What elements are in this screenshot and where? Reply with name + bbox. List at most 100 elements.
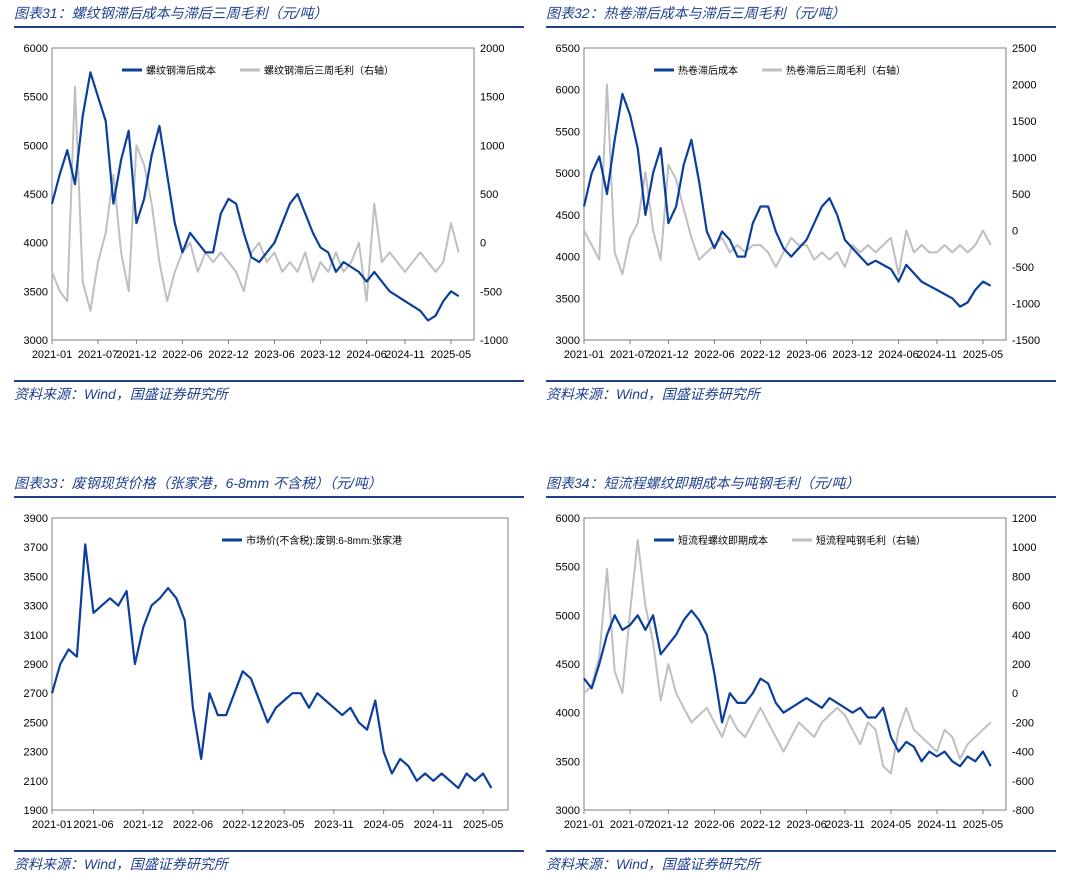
x-tick-label: 2021-01 — [564, 819, 604, 831]
x-tick-label: 2022-06 — [694, 819, 734, 831]
y-right-tick-label: -200 — [1012, 717, 1034, 729]
x-tick-label: 2025-05 — [963, 819, 1003, 831]
y-right-tick-label: -500 — [1012, 262, 1034, 274]
x-tick-label: 2021-12 — [123, 819, 163, 831]
x-tick-label: 2022-06 — [694, 349, 734, 361]
y-left-tick-label: 4000 — [556, 708, 580, 720]
y-right-tick-label: 0 — [1012, 688, 1018, 700]
x-tick-label: 2021-12 — [116, 349, 156, 361]
x-tick-label: 2023-06 — [786, 819, 826, 831]
y-left-tick-label: 2700 — [24, 688, 48, 700]
legend-label: 螺纹钢滞后成本 — [146, 64, 216, 77]
chart-title: 图表33：废钢现货价格（张家港，6-8mm 不含税）（元/吨） — [14, 470, 524, 498]
x-tick-label: 2025-05 — [463, 819, 503, 831]
y-left-tick-label: 3100 — [24, 630, 48, 642]
x-tick-label: 2021-07 — [610, 349, 650, 361]
x-tick-label: 2025-05 — [963, 349, 1003, 361]
y-left-tick-label: 2500 — [24, 717, 48, 729]
source-note: 资料来源：Wind，国盛证券研究所 — [546, 850, 1056, 876]
y-left-tick-label: 6000 — [24, 43, 48, 55]
y-right-tick-label: -500 — [480, 286, 502, 298]
series-line — [50, 543, 493, 790]
x-tick-label: 2021-01 — [32, 349, 72, 361]
source-note: 资料来源：Wind，国盛证券研究所 — [14, 850, 524, 876]
y-right-tick-label: 200 — [1012, 659, 1030, 671]
y-right-tick-label: 2000 — [480, 43, 504, 55]
x-tick-label: 2024-11 — [385, 349, 425, 361]
y-left-tick-label: 3000 — [556, 805, 580, 817]
x-tick-label: 2023-11 — [314, 819, 354, 831]
x-tick-label: 2021-12 — [648, 819, 688, 831]
legend-label: 热卷滞后成本 — [678, 64, 738, 77]
y-left-tick-label: 4000 — [556, 252, 580, 264]
series-line — [583, 83, 992, 276]
x-tick-label: 2021-12 — [648, 349, 688, 361]
x-tick-label: 2024-11 — [917, 349, 957, 361]
x-tick-label: 2021-07 — [610, 819, 650, 831]
y-left-tick-label: 3300 — [24, 601, 48, 613]
y-right-tick-label: -800 — [1012, 805, 1034, 817]
series-line — [582, 92, 992, 308]
chart-panel-34: 图表34：短流程螺纹即期成本与吨钢毛利（元/吨） 3000 3500 4000 450… — [546, 470, 1056, 876]
y-right-tick-label: 0 — [1012, 226, 1018, 238]
y-left-tick-label: 3500 — [556, 756, 580, 768]
x-tick-label: 2023-06 — [786, 349, 826, 361]
y-right-tick-label: 800 — [1012, 571, 1030, 583]
x-tick-label: 2022-06 — [162, 349, 202, 361]
series-line — [50, 71, 460, 322]
y-left-tick-label: 6000 — [556, 85, 580, 97]
x-tick-label: 2022-06 — [173, 819, 213, 831]
legend-label: 短流程吨钢毛利（右轴） — [816, 534, 926, 547]
line-chart-eaf-cost-margin: 3000350040004500500055006000-800-600-400… — [556, 513, 1037, 831]
y-right-tick-label: -1500 — [1012, 335, 1040, 347]
y-left-tick-label: 3000 — [556, 335, 580, 347]
legend-label: 螺纹钢滞后三周毛利（右轴） — [264, 64, 394, 77]
plot-frame — [51, 47, 475, 341]
y-right-tick-label: 1500 — [1012, 116, 1036, 128]
y-left-tick-label: 4500 — [24, 189, 48, 201]
series-line — [51, 85, 460, 312]
legend-label: 短流程螺纹即期成本 — [678, 534, 768, 547]
y-left-tick-label: 3500 — [24, 571, 48, 583]
x-tick-label: 2024-05 — [871, 819, 911, 831]
y-right-tick-label: 1000 — [480, 140, 504, 152]
chart-title: 图表34：短流程螺纹即期成本与吨钢毛利（元/吨） — [546, 470, 1056, 498]
x-tick-label: 2023-12 — [300, 349, 340, 361]
y-right-tick-label: 2000 — [1012, 80, 1036, 92]
x-tick-label: 2021-07 — [78, 349, 118, 361]
x-tick-label: 2022-12 — [223, 819, 263, 831]
y-left-tick-label: 3700 — [24, 542, 48, 554]
plot-frame — [583, 47, 1007, 341]
x-tick-label: 2023-12 — [832, 349, 872, 361]
chart-panel-33: 图表33：废钢现货价格（张家港，6-8mm 不含税）（元/吨） 1900 2100… — [14, 470, 524, 876]
legend-label: 热卷滞后三周毛利（右轴） — [786, 64, 906, 77]
x-tick-label: 2023-05 — [264, 819, 304, 831]
y-right-tick-label: -400 — [1012, 747, 1034, 759]
y-right-tick-label: -1000 — [1012, 299, 1040, 311]
chart-panel-31: 图表31：螺纹钢滞后成本与滞后三周毛利（元/吨） 3000 3500 4000 450… — [14, 0, 524, 406]
y-left-tick-label: 4500 — [556, 210, 580, 222]
y-left-tick-label: 2100 — [24, 776, 48, 788]
y-right-tick-label: 500 — [480, 189, 498, 201]
y-right-tick-label: 0 — [480, 238, 486, 250]
x-tick-label: 2022-12 — [740, 349, 780, 361]
y-left-tick-label: 5500 — [556, 126, 580, 138]
y-right-tick-label: 500 — [1012, 189, 1030, 201]
x-tick-label: 2024-11 — [414, 819, 454, 831]
x-tick-label: 2023-11 — [825, 819, 865, 831]
plot-frame — [583, 517, 1007, 811]
chart-title: 图表31：螺纹钢滞后成本与滞后三周毛利（元/吨） — [14, 0, 524, 28]
series-line — [583, 538, 992, 775]
y-right-tick-label: -1000 — [480, 335, 508, 347]
line-chart-rebar-cost-margin: 3000 3500 4000 4500 5000 5500 6000 -1000 -500 0 50… — [24, 43, 509, 361]
plot-frame — [51, 517, 509, 811]
x-tick-label: 2023-06 — [254, 349, 294, 361]
source-note: 资料来源：Wind，国盛证券研究所 — [14, 380, 524, 406]
x-tick-label: 2022-12 — [208, 349, 248, 361]
chart-title: 图表32：热卷滞后成本与滞后三周毛利（元/吨） — [546, 0, 1056, 28]
y-left-tick-label: 2300 — [24, 747, 48, 759]
legend-label: 市场价(不含税):废钢:6-8mm:张家港 — [246, 534, 402, 547]
y-left-tick-label: 6500 — [556, 43, 580, 55]
y-left-tick-label: 5000 — [24, 140, 48, 152]
y-left-tick-label: 1900 — [24, 805, 48, 817]
